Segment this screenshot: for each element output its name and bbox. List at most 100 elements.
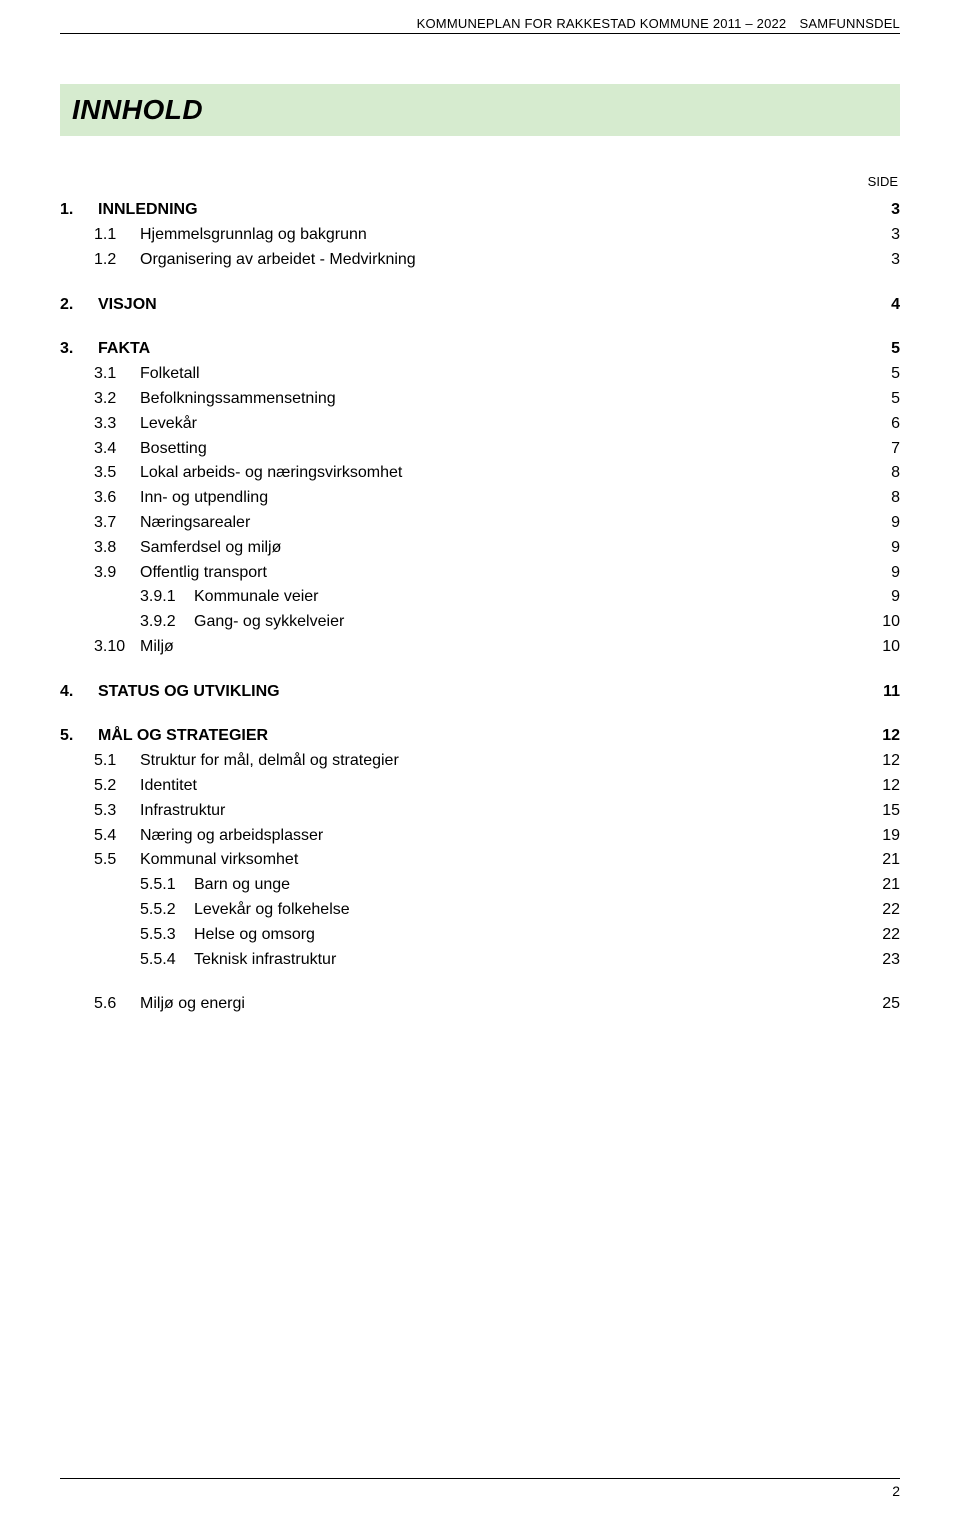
toc-entry-label: Infrastruktur xyxy=(140,799,860,824)
toc-rows: 1.INNLEDNING31.1Hjemmelsgrunnlag og bakg… xyxy=(60,198,900,1017)
toc-entry-label: Næringsarealer xyxy=(140,511,860,536)
toc-entry: 5.6Miljø og energi25 xyxy=(60,992,900,1017)
toc-entry-page: 12 xyxy=(860,774,900,799)
toc-entry: 5.1Struktur for mål, delmål og strategie… xyxy=(60,749,900,774)
toc-entry-number: 3.9.2 xyxy=(140,610,194,635)
toc-entry-label: MÅL OG STRATEGIER xyxy=(98,724,860,749)
toc-entry-page: 22 xyxy=(860,923,900,948)
toc-entry-number: 5. xyxy=(60,724,98,749)
toc-entry-label: Samferdsel og miljø xyxy=(140,536,860,561)
toc-entry: 5.5.3Helse og omsorg22 xyxy=(60,923,900,948)
page-footer: 2 xyxy=(60,1478,900,1499)
table-of-contents: SIDE 1.INNLEDNING31.1Hjemmelsgrunnlag og… xyxy=(60,172,900,1017)
footer-rule xyxy=(60,1478,900,1479)
toc-entry: 3.9Offentlig transport9 xyxy=(60,561,900,586)
toc-entry-label: Bosetting xyxy=(140,437,860,462)
toc-entry-label: Gang- og sykkelveier xyxy=(194,610,860,635)
footer-page-number: 2 xyxy=(60,1483,900,1499)
toc-entry: 5.2Identitet12 xyxy=(60,774,900,799)
toc-entry-page: 15 xyxy=(860,799,900,824)
toc-entry-label: STATUS OG UTVIKLING xyxy=(98,680,860,705)
toc-entry-number: 3.8 xyxy=(94,536,140,561)
toc-entry-page: 5 xyxy=(860,387,900,412)
toc-entry-page: 22 xyxy=(860,898,900,923)
toc-entry-number: 1. xyxy=(60,198,98,223)
toc-entry-label: Organisering av arbeidet - Medvirkning xyxy=(140,248,860,273)
toc-entry: 5.5.2Levekår og folkehelse22 xyxy=(60,898,900,923)
toc-entry-label: Folketall xyxy=(140,362,860,387)
toc-entry-number: 3.5 xyxy=(94,461,140,486)
toc-entry-page: 5 xyxy=(860,362,900,387)
toc-entry-number: 3.9 xyxy=(94,561,140,586)
toc-entry-page: 10 xyxy=(860,635,900,660)
toc-entry-page: 6 xyxy=(860,412,900,437)
toc-entry-label: FAKTA xyxy=(98,337,860,362)
toc-entry-label: Inn- og utpendling xyxy=(140,486,860,511)
toc-entry-page: 3 xyxy=(860,198,900,223)
toc-entry-label: Levekår og folkehelse xyxy=(194,898,860,923)
toc-entry: 1.2Organisering av arbeidet - Medvirknin… xyxy=(60,248,900,273)
toc-entry: 3.6Inn- og utpendling8 xyxy=(60,486,900,511)
toc-entry: 3.4Bosetting7 xyxy=(60,437,900,462)
toc-entry-label: Lokal arbeids- og næringsvirksomhet xyxy=(140,461,860,486)
toc-entry: 1.INNLEDNING3 xyxy=(60,198,900,223)
toc-entry-label: Befolkningssammensetning xyxy=(140,387,860,412)
toc-entry-number: 3.9.1 xyxy=(140,585,194,610)
toc-entry-label: Teknisk infrastruktur xyxy=(194,948,860,973)
toc-entry-number: 4. xyxy=(60,680,98,705)
toc-entry: 3.9.1Kommunale veier9 xyxy=(60,585,900,610)
toc-entry-page: 21 xyxy=(860,873,900,898)
toc-entry-page: 9 xyxy=(860,585,900,610)
toc-entry-number: 5.1 xyxy=(94,749,140,774)
toc-entry-page: 7 xyxy=(860,437,900,462)
toc-entry-number: 5.6 xyxy=(94,992,140,1017)
toc-entry-number: 5.2 xyxy=(94,774,140,799)
toc-entry-number: 5.5 xyxy=(94,848,140,873)
toc-entry-label: INNLEDNING xyxy=(98,198,860,223)
toc-entry: 5.5.4Teknisk infrastruktur23 xyxy=(60,948,900,973)
toc-entry: 3.5Lokal arbeids- og næringsvirksomhet8 xyxy=(60,461,900,486)
toc-entry-page: 12 xyxy=(860,724,900,749)
toc-entry-page: 11 xyxy=(860,680,900,705)
toc-entry-number: 5.4 xyxy=(94,824,140,849)
toc-entry-label: Offentlig transport xyxy=(140,561,860,586)
toc-entry-page: 23 xyxy=(860,948,900,973)
toc-entry-label: Næring og arbeidsplasser xyxy=(140,824,860,849)
toc-entry-label: Helse og omsorg xyxy=(194,923,860,948)
page-title: INNHOLD xyxy=(72,94,888,126)
toc-entry-label: Identitet xyxy=(140,774,860,799)
toc-entry-label: Barn og unge xyxy=(194,873,860,898)
toc-entry-page: 9 xyxy=(860,511,900,536)
toc-entry-number: 2. xyxy=(60,293,98,318)
toc-entry-number: 3.1 xyxy=(94,362,140,387)
toc-entry: 5.3Infrastruktur15 xyxy=(60,799,900,824)
toc-entry-number: 3. xyxy=(60,337,98,362)
toc-entry-page: 4 xyxy=(860,293,900,318)
toc-entry: 2.VISJON4 xyxy=(60,293,900,318)
toc-entry-number: 5.5.4 xyxy=(140,948,194,973)
title-band: INNHOLD xyxy=(60,84,900,136)
toc-entry-page: 10 xyxy=(860,610,900,635)
toc-entry: 3.FAKTA5 xyxy=(60,337,900,362)
toc-entry: 3.1Folketall5 xyxy=(60,362,900,387)
toc-entry-number: 5.5.1 xyxy=(140,873,194,898)
toc-entry: 5.5.1Barn og unge21 xyxy=(60,873,900,898)
toc-entry: 4.STATUS OG UTVIKLING11 xyxy=(60,680,900,705)
toc-entry-page: 9 xyxy=(860,536,900,561)
toc-entry-label: Levekår xyxy=(140,412,860,437)
toc-entry-page: 8 xyxy=(860,486,900,511)
toc-entry-page: 12 xyxy=(860,749,900,774)
toc-entry-page: 5 xyxy=(860,337,900,362)
toc-entry-label: Kommunale veier xyxy=(194,585,860,610)
toc-entry: 3.2Befolkningssammensetning5 xyxy=(60,387,900,412)
toc-entry-label: Kommunal virksomhet xyxy=(140,848,860,873)
toc-entry-number: 5.5.2 xyxy=(140,898,194,923)
toc-entry: 3.9.2Gang- og sykkelveier10 xyxy=(60,610,900,635)
toc-entry-number: 3.10 xyxy=(94,635,140,660)
toc-entry: 1.1Hjemmelsgrunnlag og bakgrunn3 xyxy=(60,223,900,248)
toc-entry-number: 1.1 xyxy=(94,223,140,248)
toc-entry: 3.8Samferdsel og miljø9 xyxy=(60,536,900,561)
toc-entry-page: 25 xyxy=(860,992,900,1017)
toc-entry-number: 3.2 xyxy=(94,387,140,412)
toc-entry: 5.5Kommunal virksomhet21 xyxy=(60,848,900,873)
